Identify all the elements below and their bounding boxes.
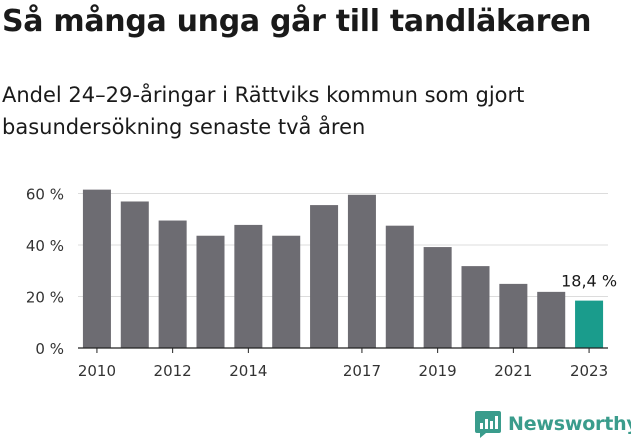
bar-chart: 0 % 20 % 40 % 60 % 2010 2012 2014 2017 2019 2021 2… [26,186,617,381]
brand-name: Newsworthy [508,413,631,435]
chart-title: Så många unga går till tandläkaren [2,4,592,39]
x-tick-label: 2019 [419,362,457,380]
x-tick-label: 2012 [154,362,192,380]
y-tick-label: 20 % [26,289,64,307]
bar [423,247,452,348]
bar [196,235,225,348]
x-tick-label: 2023 [570,362,608,380]
bar [234,224,263,348]
y-tick-label: 0 % [35,340,64,358]
bar [537,291,566,348]
bar [575,300,604,348]
bar [158,220,187,348]
bar [272,235,301,348]
bar [385,225,414,348]
x-tick-label: 2010 [78,362,116,380]
brand: Newsworthy [474,407,631,441]
bar [82,189,111,348]
y-tick-label: 60 % [26,186,64,204]
bar [499,283,528,348]
x-tick-label: 2021 [494,362,532,380]
x-tick-label: 2014 [229,362,267,380]
bar [120,201,149,348]
bar [310,205,339,348]
bar [461,266,490,348]
newsworthy-logo-icon [475,411,501,438]
bar [347,194,376,348]
chart-subtitle: Andel 24–29-åringar i Rättviks kommun so… [2,83,525,139]
x-tick-label: 2017 [343,362,381,380]
y-tick-label: 40 % [26,237,64,255]
data-label: 18,4 % [561,272,617,291]
